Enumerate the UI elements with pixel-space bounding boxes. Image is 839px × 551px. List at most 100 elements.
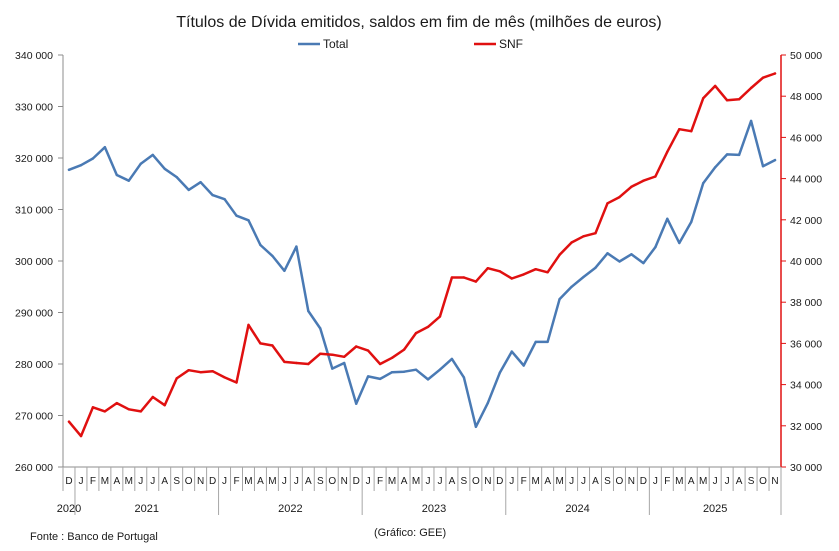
data-point-total	[355, 402, 358, 405]
data-point-snf	[127, 408, 130, 411]
month-label: M	[412, 476, 420, 487]
month-label: N	[628, 476, 635, 487]
data-point-snf	[390, 356, 394, 359]
month-label: A	[688, 476, 695, 487]
data-point-total	[570, 285, 573, 288]
data-point-total	[450, 357, 454, 361]
data-point-snf	[247, 323, 250, 327]
right-tick-label: 36 000	[790, 338, 822, 350]
data-point-snf	[522, 273, 525, 276]
data-point-snf	[761, 76, 765, 79]
right-tick-label: 34 000	[790, 380, 822, 392]
right-tick-label: 44 000	[790, 174, 822, 186]
data-point-total	[642, 261, 645, 265]
month-label: A	[257, 476, 264, 487]
data-point-total	[594, 266, 597, 269]
data-point-snf	[714, 84, 717, 88]
data-point-total	[438, 368, 442, 371]
year-label: 2025	[703, 503, 727, 515]
data-point-snf	[486, 267, 489, 270]
data-point-snf	[678, 128, 681, 131]
data-point-total	[103, 146, 107, 149]
year-label: 2023	[422, 503, 446, 515]
month-label: J	[509, 476, 514, 487]
month-label: S	[604, 476, 611, 487]
data-point-total	[426, 378, 430, 381]
month-label: J	[150, 476, 155, 487]
left-axis: 260 000 270 000 280 000 290 000 300 000 310 0…	[15, 50, 64, 474]
data-point-total	[127, 179, 130, 182]
month-label: J	[282, 476, 287, 487]
right-axis: 30 000 32 000 34 000 36 000 38 000 40 000 42 0…	[780, 50, 822, 474]
month-label: N	[484, 476, 491, 487]
month-label: J	[581, 476, 586, 487]
data-point-total	[211, 193, 214, 197]
data-point-snf	[749, 86, 753, 90]
data-point-total	[223, 198, 226, 201]
data-point-total	[343, 361, 346, 365]
data-point-snf	[474, 280, 478, 283]
data-point-total	[79, 164, 83, 167]
data-point-total	[761, 165, 765, 168]
data-point-snf	[462, 276, 466, 279]
series-layer	[67, 72, 777, 438]
data-point-snf	[271, 344, 274, 347]
right-tick-label: 50 000	[790, 50, 822, 62]
data-point-snf	[79, 434, 83, 438]
month-label: A	[305, 476, 312, 487]
chart-title: Títulos de Dívida emitidos, saldos em fi…	[176, 14, 662, 31]
data-point-snf	[438, 315, 442, 318]
data-point-snf	[139, 410, 142, 413]
data-point-snf	[414, 331, 418, 335]
month-label: F	[90, 476, 96, 487]
month-label: A	[736, 476, 743, 487]
data-point-total	[414, 368, 418, 371]
data-point-total	[558, 297, 561, 301]
data-point-total	[295, 245, 298, 248]
data-point-snf	[103, 410, 107, 413]
data-point-snf	[355, 345, 358, 348]
data-point-total	[163, 167, 166, 170]
data-point-total	[714, 166, 717, 169]
month-label: J	[725, 476, 730, 487]
month-label: O	[759, 476, 767, 487]
left-tick-label: 270 000	[15, 411, 53, 423]
data-point-total	[582, 275, 585, 279]
data-point-snf	[773, 72, 777, 75]
month-label: J	[138, 476, 143, 487]
month-label: A	[544, 476, 551, 487]
right-tick-label: 46 000	[790, 132, 822, 144]
data-point-snf	[594, 232, 597, 235]
data-point-total	[630, 253, 633, 256]
month-label: M	[101, 476, 109, 487]
data-point-snf	[211, 370, 214, 373]
data-point-total	[319, 327, 322, 330]
year-label: 2024	[565, 503, 589, 515]
data-point-total	[283, 269, 286, 272]
data-point-total	[462, 376, 466, 379]
data-point-total	[331, 367, 334, 370]
data-point-total	[271, 254, 274, 258]
data-point-snf	[450, 276, 454, 279]
month-label: S	[748, 476, 755, 487]
series-line-snf	[67, 72, 777, 438]
data-point-total	[139, 162, 142, 165]
data-point-total	[366, 375, 370, 378]
data-point-snf	[630, 185, 633, 188]
month-label: O	[616, 476, 624, 487]
data-point-total	[486, 401, 489, 405]
month-label: J	[294, 476, 299, 487]
left-tick-label: 260 000	[15, 462, 53, 474]
data-point-total	[666, 217, 669, 220]
right-tick-label: 38 000	[790, 297, 822, 309]
month-label: M	[675, 476, 683, 487]
data-point-snf	[737, 98, 741, 101]
month-label: N	[341, 476, 348, 487]
month-label: F	[233, 476, 239, 487]
month-label: S	[317, 476, 324, 487]
right-tick-label: 40 000	[790, 256, 822, 268]
data-point-snf	[163, 404, 166, 407]
data-point-total	[749, 119, 753, 123]
data-point-snf	[343, 355, 346, 358]
month-label: F	[521, 476, 527, 487]
